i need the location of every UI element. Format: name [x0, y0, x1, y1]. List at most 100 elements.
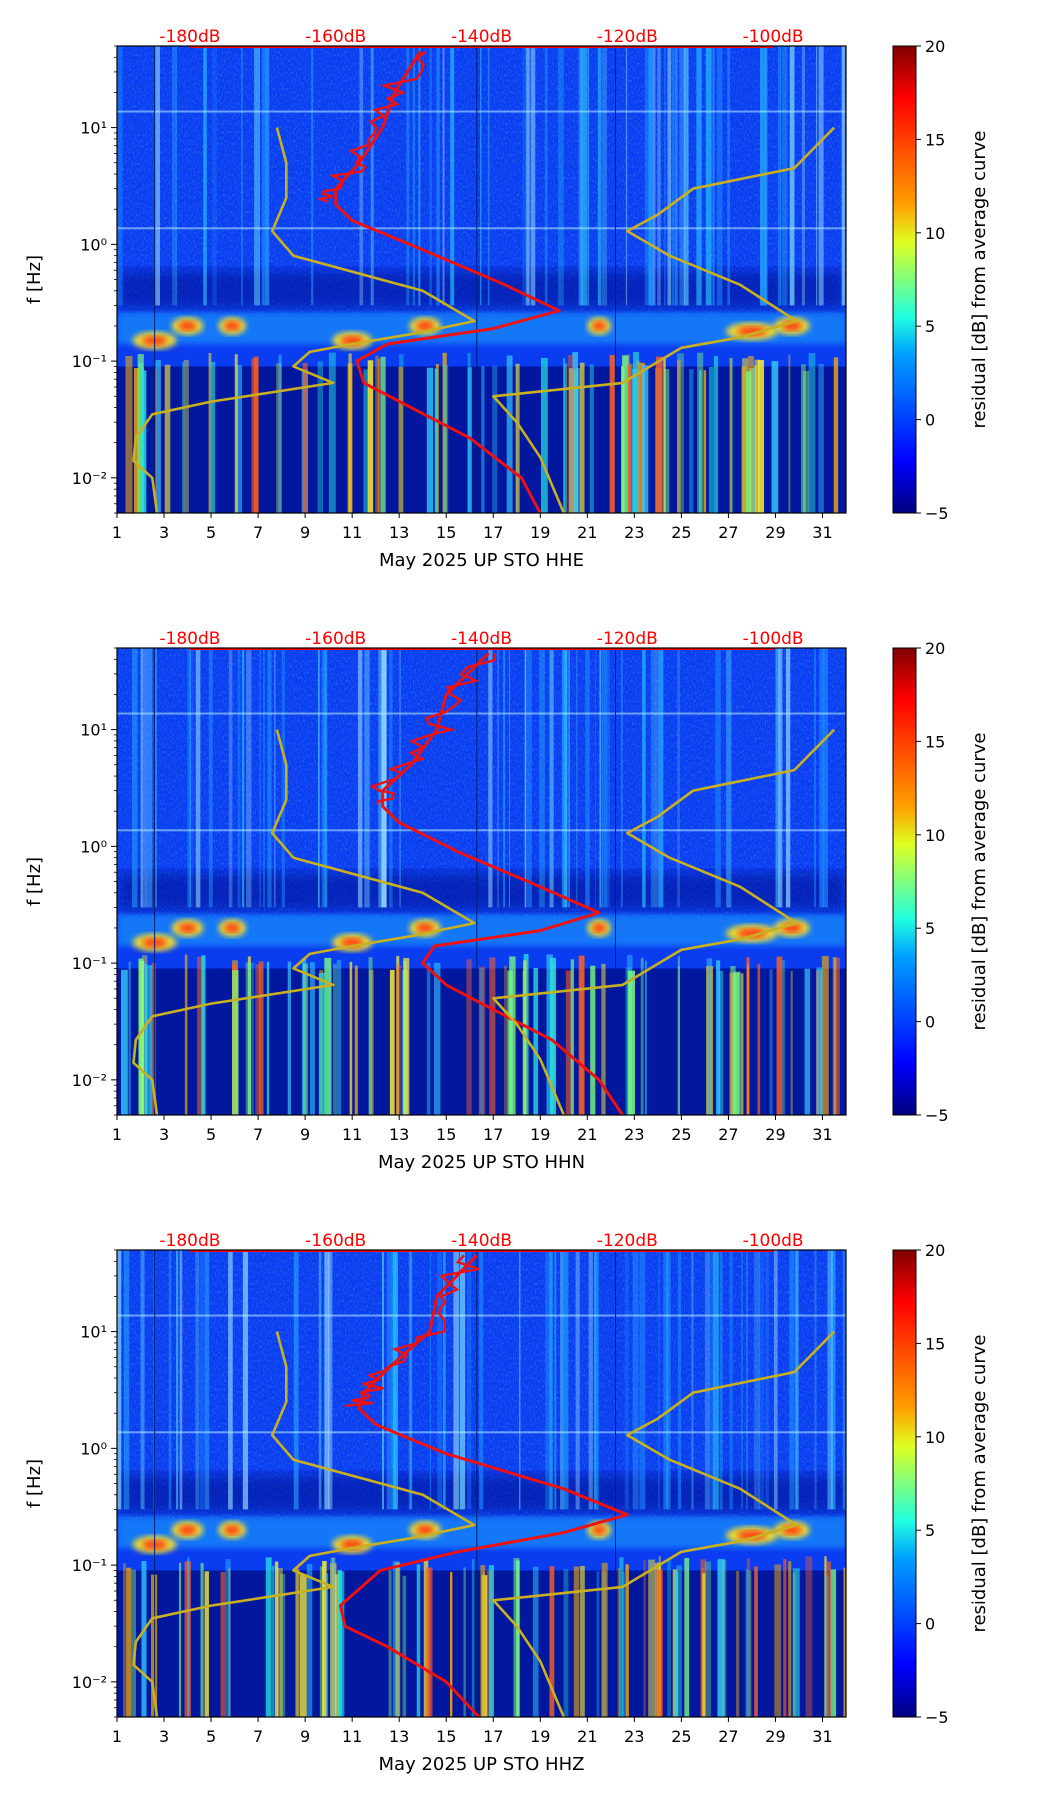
x-tick-label: 31 — [812, 1727, 832, 1746]
spectrogram-streak — [497, 648, 499, 908]
panel-hhe: 1 3 5 7 9 11 13 15 17 19 21 23 25 27 29 3110⁻²10⁻¹10⁰10… — [24, 27, 990, 571]
spectrogram-streak — [258, 961, 264, 1115]
noise-model-curve — [132, 729, 476, 1116]
spectrogram-streak — [526, 648, 532, 908]
spectrogram-streak — [677, 956, 680, 1115]
spectrogram-streak — [354, 965, 358, 1115]
spectrogram-streak — [287, 961, 291, 1115]
spectrogram-streak — [783, 1559, 787, 1717]
spectrogram-streak — [769, 968, 773, 1115]
spectrogram-streak — [729, 357, 733, 513]
spectrogram-streak — [814, 648, 816, 908]
spectrogram-streak — [175, 46, 178, 306]
x-tick-label: 15 — [436, 1125, 456, 1144]
spectrogram-streak — [832, 957, 837, 1115]
spectrogram-streak — [128, 961, 131, 1115]
spectrogram-streak — [208, 352, 212, 513]
spectrogram-streak — [295, 1568, 299, 1717]
spectrogram-streak — [777, 46, 782, 306]
spectrogram-streak — [746, 371, 752, 513]
spectrogram-streak — [386, 1250, 392, 1510]
spectrogram-streak — [263, 648, 265, 908]
spectrogram-streak — [467, 1250, 472, 1510]
spectrogram-streak — [267, 648, 272, 908]
spectrogram-streak — [480, 1565, 486, 1717]
spectrogram-streak — [657, 46, 661, 306]
spectrogram-streak — [833, 957, 840, 1115]
colorbar-tick-label: 10 — [925, 826, 945, 845]
db-label: -100dB — [743, 1231, 804, 1251]
spectrogram-streak — [656, 1569, 663, 1717]
spectrogram-streak — [804, 968, 811, 1115]
spectrogram-streak — [746, 957, 750, 1115]
spectrogram-streak — [697, 352, 704, 513]
spectrogram-streak — [748, 1570, 752, 1717]
spectrogram-streak — [622, 355, 629, 513]
spectrogram-streak — [789, 1250, 795, 1510]
spectrogram-streak — [368, 957, 373, 1115]
spectrogram-streak — [632, 1250, 639, 1510]
spectrogram-streak — [516, 1560, 520, 1717]
db-label: -120dB — [597, 27, 658, 47]
spectrogram-streak — [576, 648, 578, 908]
spectrogram-streak — [197, 956, 204, 1115]
spectrogram-streak — [377, 358, 381, 513]
y-axis-label: f [Hz] — [24, 255, 45, 304]
spectrogram-streak — [228, 1567, 231, 1717]
spectrogram-streak — [593, 1250, 599, 1510]
spectrogram-streak — [597, 46, 601, 306]
spectrogram-streak — [306, 1564, 313, 1717]
x-axis-label: May 2025 UP STO HHN — [378, 1152, 585, 1173]
spectrogram-streak — [589, 364, 594, 513]
spectrogram-hotspot — [592, 1524, 606, 1535]
panel-hhz: 1 3 5 7 9 11 13 15 17 19 21 23 25 27 29 3110⁻²10⁻¹10⁰10… — [24, 1231, 990, 1775]
spectrogram-streak — [459, 1250, 466, 1510]
spectrogram-streak — [140, 648, 143, 908]
spectrogram-streak — [410, 1250, 413, 1510]
spectrogram-streak — [396, 955, 400, 1115]
spectrogram-streak — [736, 1570, 740, 1717]
spectrogram-streak — [336, 959, 342, 1115]
spectrogram-streak — [242, 1250, 249, 1510]
spectrogram-streak — [524, 648, 527, 908]
colorbar-label: residual [dB] from average curve — [969, 1334, 990, 1632]
spectrogram-streak — [369, 970, 374, 1115]
spectrogram-streak — [225, 1559, 231, 1717]
db-label: -120dB — [597, 1231, 658, 1251]
spectrogram-streak — [564, 363, 568, 513]
spectrogram-streak — [378, 648, 382, 908]
colorbar-tick-label: 5 — [925, 1521, 935, 1540]
spectrogram-streak — [184, 954, 188, 1115]
spectrogram-streak — [479, 1250, 484, 1510]
spectrogram-streak — [708, 366, 714, 513]
spectrogram-streak — [654, 648, 658, 908]
spectrogram-streak — [650, 648, 654, 908]
spectrogram-streak — [845, 957, 846, 1115]
spectrogram-streak — [572, 352, 579, 513]
db-label: -180dB — [159, 629, 220, 649]
spectrogram-streak — [841, 46, 845, 306]
spectrogram-streak — [790, 971, 793, 1115]
noise-model-curve — [491, 1330, 836, 1718]
spectrogram-streak — [467, 367, 472, 513]
spectrogram-streak — [719, 970, 724, 1115]
spectrogram-streak — [506, 355, 513, 513]
spectrogram-streak — [570, 959, 575, 1115]
x-tick-label: 3 — [159, 1727, 169, 1746]
spectrogram-streak — [380, 356, 386, 513]
y-tick-label: 10⁻¹ — [72, 1556, 107, 1575]
spectrogram-streak — [234, 354, 238, 513]
spectrogram-streak — [671, 46, 675, 306]
spectrogram-streak — [568, 648, 570, 908]
spectrogram-streak — [719, 1250, 723, 1510]
spectrogram-streak — [138, 958, 144, 1115]
spectrogram-streak — [638, 362, 645, 513]
spectrogram-streak — [395, 965, 402, 1115]
spectrogram-streak — [757, 963, 761, 1115]
x-tick-label: 11 — [342, 1125, 362, 1144]
spectrogram-streak — [317, 361, 323, 513]
spectrogram-streak — [466, 959, 472, 1115]
spectrogram-streak — [816, 967, 823, 1115]
x-tick-label: 19 — [530, 523, 550, 542]
spectrogram-streak — [788, 354, 791, 513]
